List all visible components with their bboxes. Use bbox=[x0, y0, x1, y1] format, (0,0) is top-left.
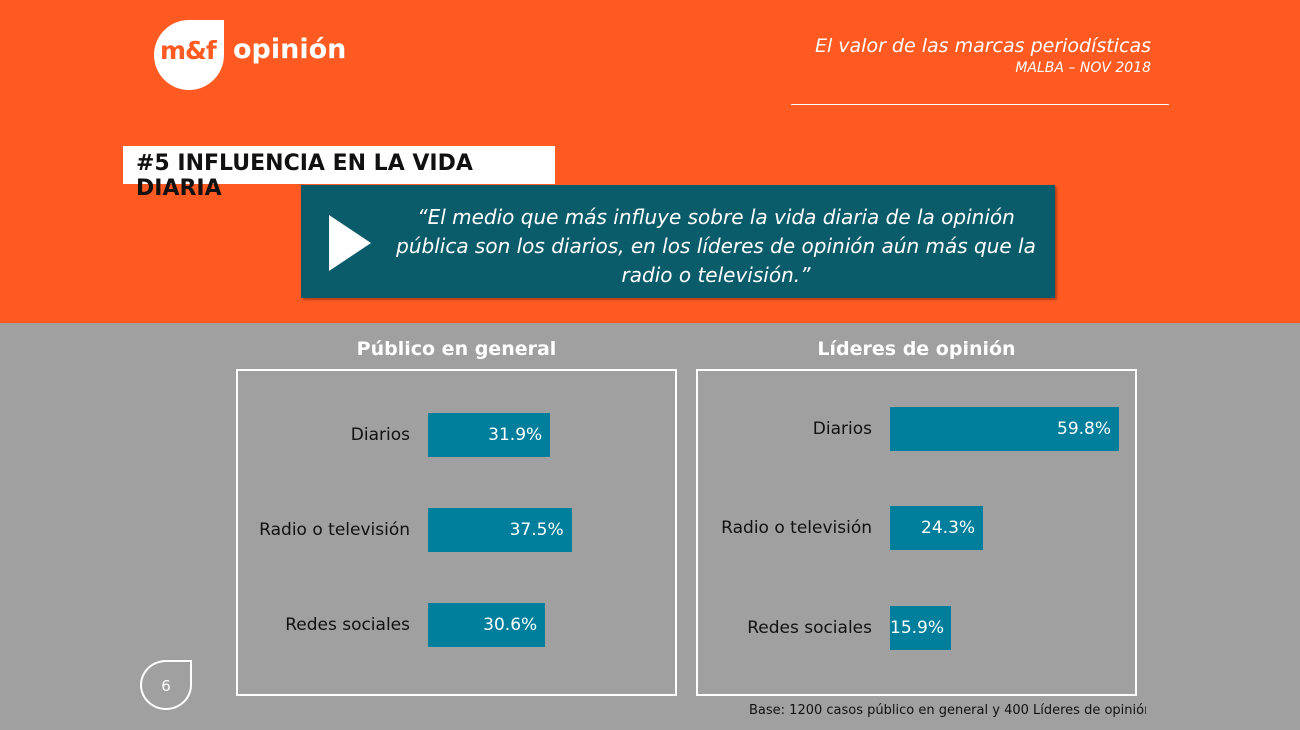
presentation-subtitle: MALBA – NOV 2018 bbox=[1015, 60, 1151, 76]
category-label: Redes sociales bbox=[285, 615, 410, 635]
section-title: #5 INFLUENCIA EN LA VIDA DIARIA bbox=[123, 146, 555, 201]
bar bbox=[428, 603, 546, 647]
category-label: Diarios bbox=[812, 419, 872, 439]
bar bbox=[890, 506, 984, 550]
page-number: 6 bbox=[140, 660, 192, 710]
bar-value-label: 15.9% bbox=[890, 618, 945, 638]
chart-frame bbox=[696, 369, 1137, 696]
bar-value-label: 31.9% bbox=[488, 425, 543, 445]
presentation-title: El valor de las marcas periodísticas bbox=[814, 35, 1151, 57]
chart-title: Público en general bbox=[356, 338, 557, 360]
bar-value-label: 59.8% bbox=[1057, 419, 1112, 439]
bar bbox=[890, 606, 951, 650]
quote-box: “El medio que más influye sobre la vida … bbox=[301, 185, 1055, 298]
category-label: Diarios bbox=[350, 425, 410, 445]
header-divider bbox=[791, 104, 1169, 105]
footnote: Base: 1200 casos público en general y 40… bbox=[749, 703, 1146, 718]
bar-value-label: 30.6% bbox=[483, 615, 538, 635]
bar bbox=[428, 413, 551, 457]
category-label: Redes sociales bbox=[747, 618, 872, 638]
bar bbox=[428, 508, 572, 552]
logo-text: opinión bbox=[233, 34, 347, 65]
bar bbox=[890, 407, 1120, 451]
quote-text: “El medio que más influye sobre la vida … bbox=[396, 205, 1036, 287]
category-label: Radio o televisión bbox=[259, 520, 410, 540]
chart-title: Líderes de opinión bbox=[817, 338, 1016, 360]
logo-drop-icon bbox=[154, 20, 224, 90]
chart-frame bbox=[236, 369, 677, 696]
logo-mark: m&f bbox=[160, 36, 217, 65]
category-label: Radio o televisión bbox=[721, 518, 872, 538]
bar-value-label: 37.5% bbox=[509, 520, 564, 540]
bar-value-label: 24.3% bbox=[921, 518, 976, 538]
play-icon bbox=[329, 215, 371, 271]
